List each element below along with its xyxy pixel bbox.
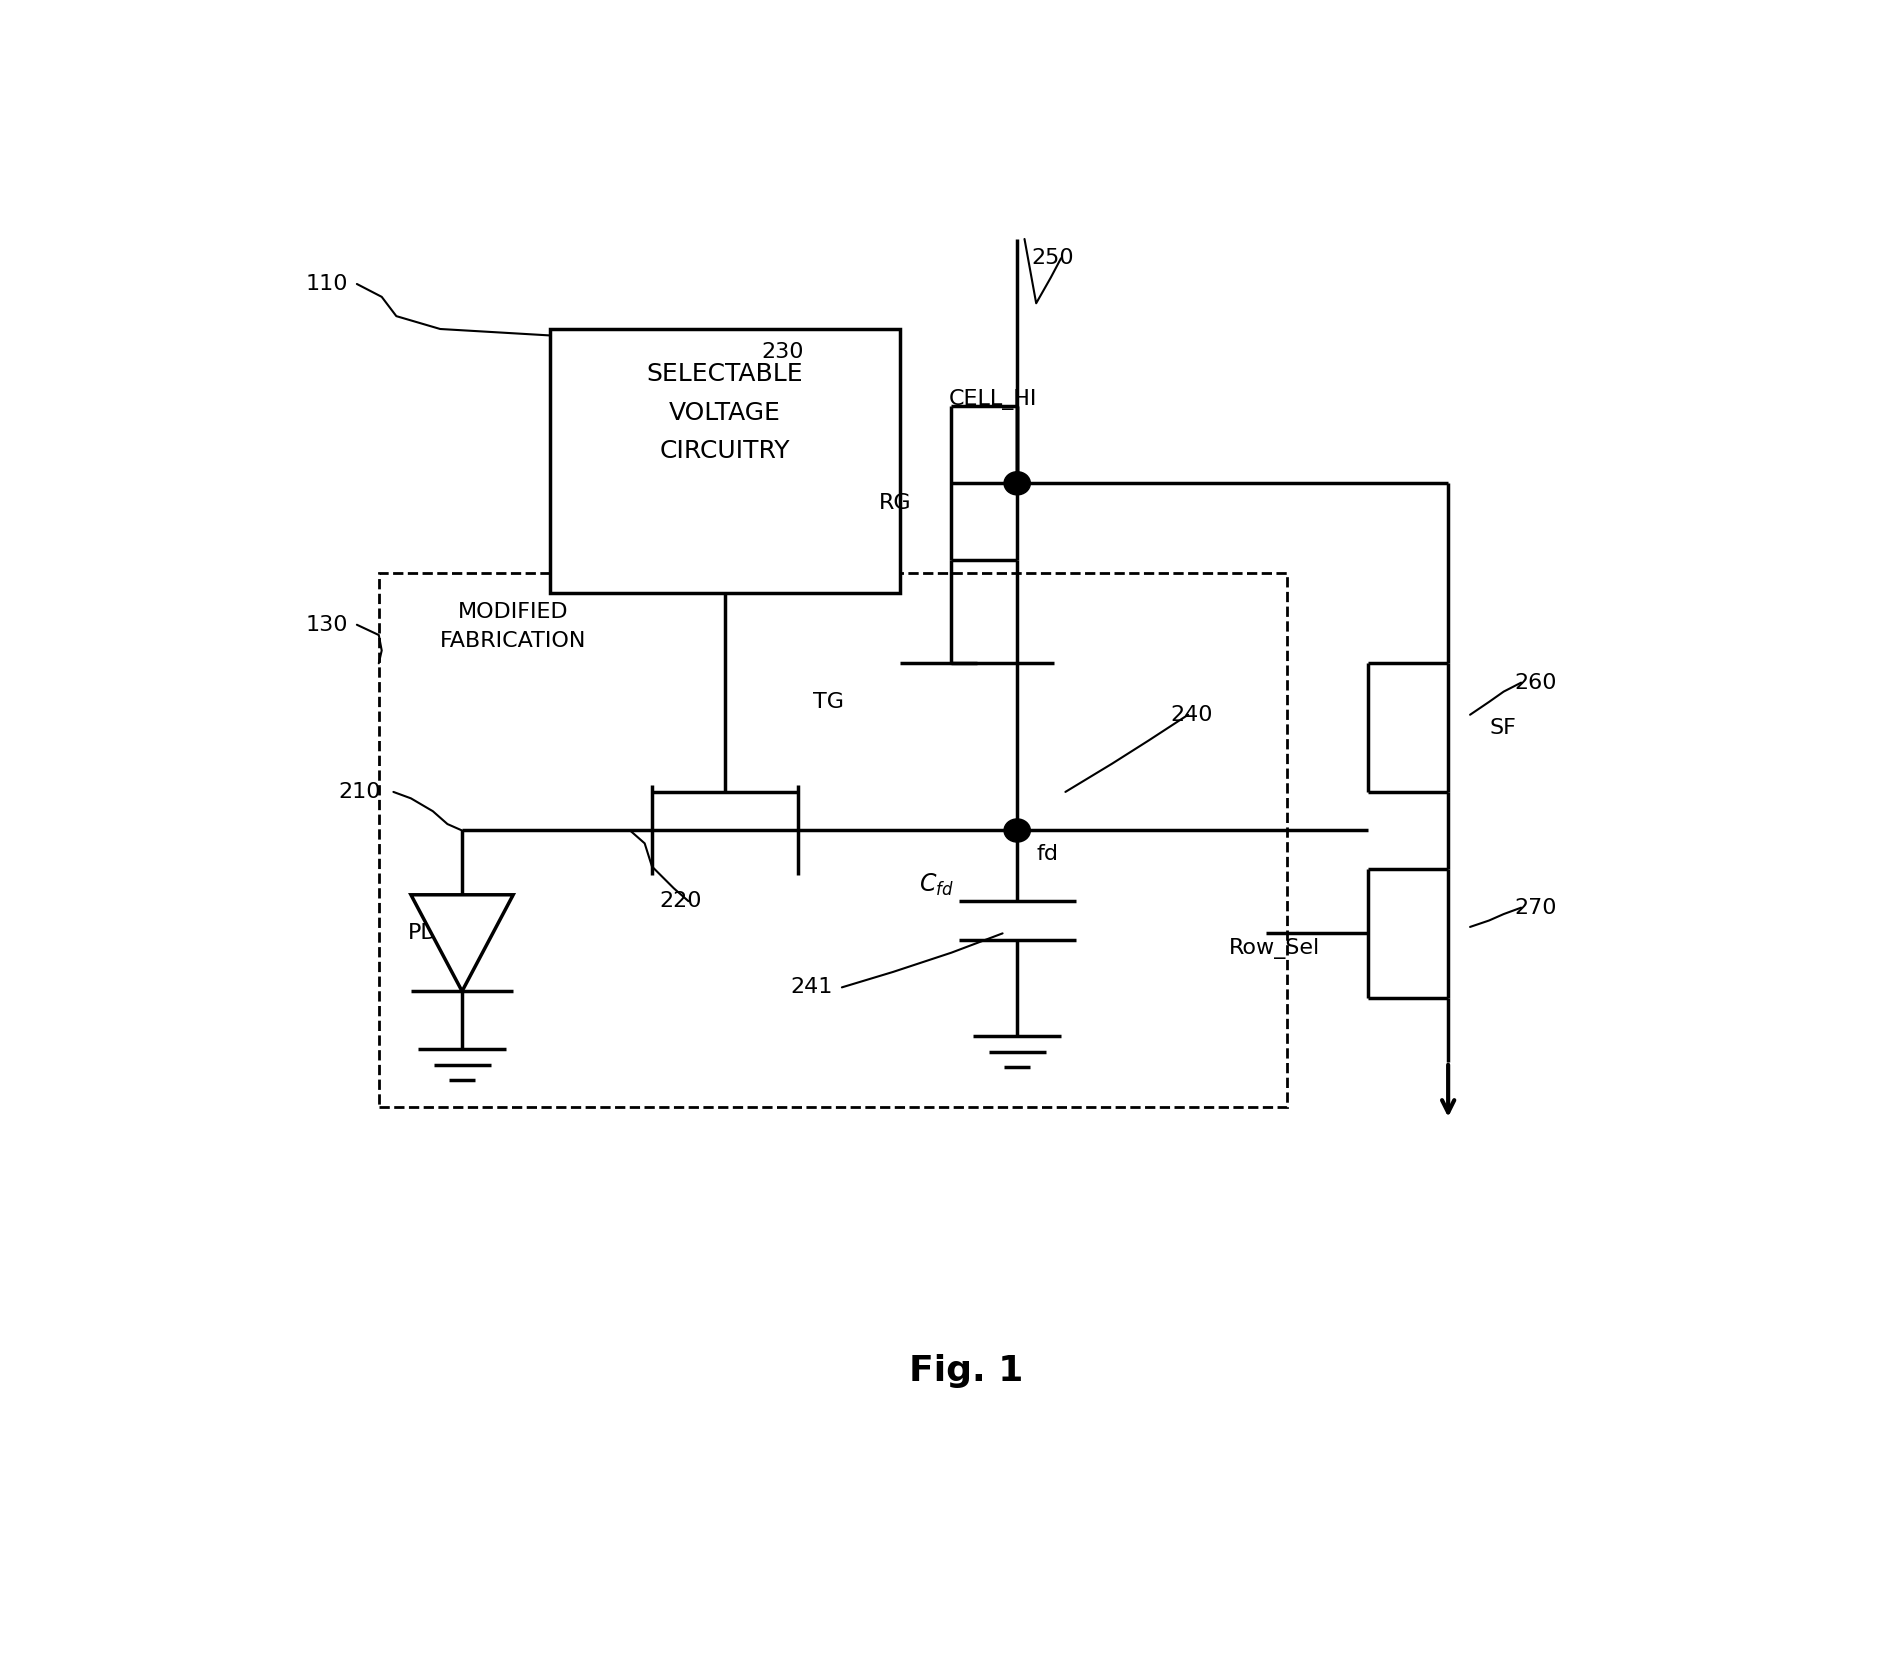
Text: 241: 241	[792, 977, 833, 997]
Text: VOLTAGE: VOLTAGE	[669, 401, 780, 424]
Text: Fig. 1: Fig. 1	[909, 1354, 1024, 1388]
Text: $C_{fd}$: $C_{fd}$	[920, 872, 954, 897]
Text: 110: 110	[305, 274, 349, 294]
Text: Row_Sel: Row_Sel	[1229, 939, 1319, 959]
Text: PD: PD	[407, 924, 439, 944]
Circle shape	[1005, 471, 1031, 494]
Text: SF: SF	[1489, 718, 1516, 738]
Text: CIRCUITRY: CIRCUITRY	[660, 439, 790, 463]
Text: 240: 240	[1171, 705, 1214, 725]
Polygon shape	[411, 895, 513, 992]
Text: 230: 230	[762, 342, 805, 362]
Circle shape	[1005, 818, 1031, 842]
Text: RG: RG	[878, 493, 910, 513]
Text: MODIFIED: MODIFIED	[458, 601, 569, 621]
Text: TG: TG	[812, 691, 844, 711]
Text: 250: 250	[1031, 249, 1074, 269]
Text: CELL_HI: CELL_HI	[948, 389, 1037, 411]
Text: 220: 220	[660, 892, 701, 912]
Text: fd: fd	[1037, 843, 1057, 863]
Text: 210: 210	[337, 782, 381, 802]
Text: 270: 270	[1514, 898, 1557, 917]
Bar	[379, 573, 1287, 1107]
Text: 260: 260	[1514, 673, 1557, 693]
Text: SELECTABLE: SELECTABLE	[647, 362, 803, 386]
Bar	[550, 329, 901, 593]
Text: 130: 130	[305, 615, 349, 635]
Text: FABRICATION: FABRICATION	[439, 631, 586, 651]
